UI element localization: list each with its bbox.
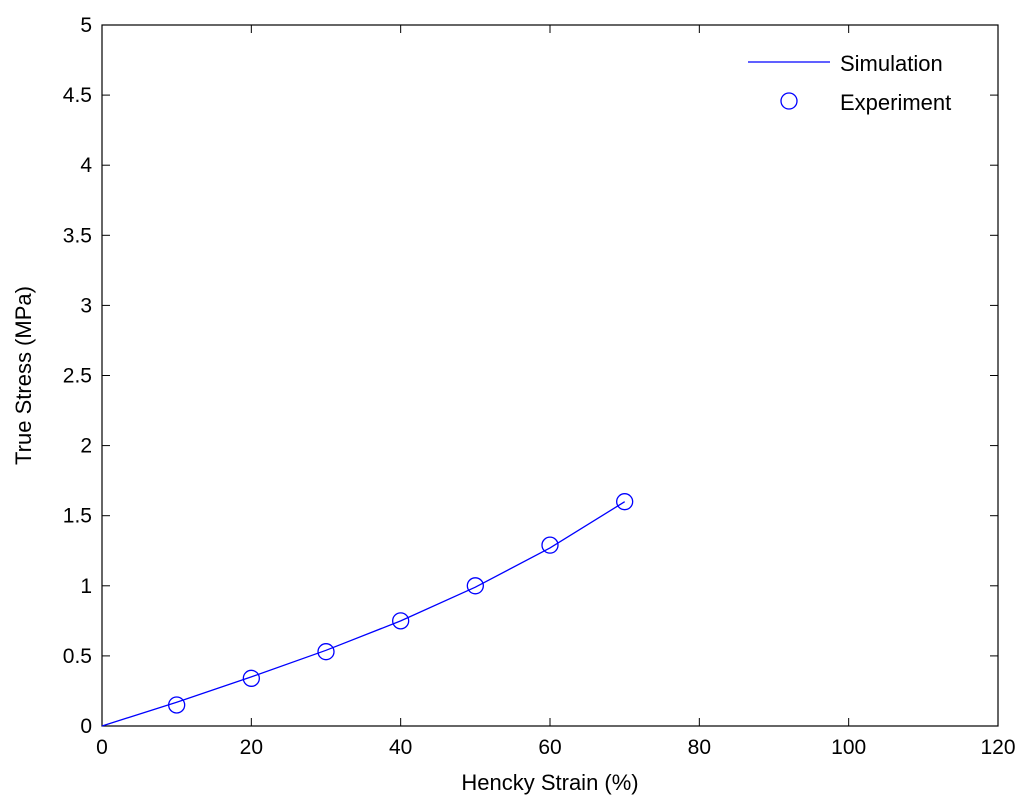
legend-marker-swatch: [780, 92, 798, 110]
data-series: [101, 493, 634, 727]
y-tick-label: 3.5: [63, 224, 92, 247]
legend-label-experiment: Experiment: [840, 90, 951, 115]
y-tick-label: 1.5: [63, 505, 92, 528]
y-tick-label: 1: [80, 575, 92, 598]
x-tick-label: 120: [980, 736, 1015, 759]
x-axis-title: Hencky Strain (%): [461, 770, 638, 795]
data-point-experiment: [466, 577, 484, 595]
y-tick-label: 4.5: [63, 84, 92, 107]
data-point-experiment: [242, 669, 260, 687]
x-tick-label: 20: [240, 736, 263, 759]
x-tick-label: 0: [96, 736, 108, 759]
y-tick-label: 3: [80, 294, 92, 317]
y-tick-label: 2: [80, 435, 92, 458]
axis-ticks: 0 20 40 60 80 100 120 0 0.5 1 1.5 2 2.5 3 3.5 4 4.5 5: [63, 14, 1016, 759]
x-tick-label: 40: [389, 736, 412, 759]
x-tick-label: 80: [688, 736, 711, 759]
data-point-experiment: [168, 696, 186, 714]
y-tick-label: 0.5: [63, 645, 92, 668]
y-axis-title: True Stress (MPa): [11, 286, 36, 465]
data-point-experiment: [541, 536, 559, 554]
data-point-experiment: [616, 493, 634, 511]
y-tick-label: 2.5: [63, 365, 92, 388]
y-tick-label: 5: [80, 14, 92, 37]
series-line-simulation: [101, 501, 626, 727]
plot-area: [101, 24, 999, 727]
y-tick-label: 0: [80, 715, 92, 738]
plot-frame: [101, 24, 999, 727]
y-tick-label: 4: [80, 154, 92, 177]
legend: Simulation Experiment: [748, 51, 951, 115]
x-tick-label: 60: [538, 736, 561, 759]
x-tick-label: 100: [831, 736, 866, 759]
legend-label-simulation: Simulation: [840, 51, 943, 76]
data-point-experiment: [392, 612, 410, 630]
data-point-experiment: [317, 643, 335, 661]
